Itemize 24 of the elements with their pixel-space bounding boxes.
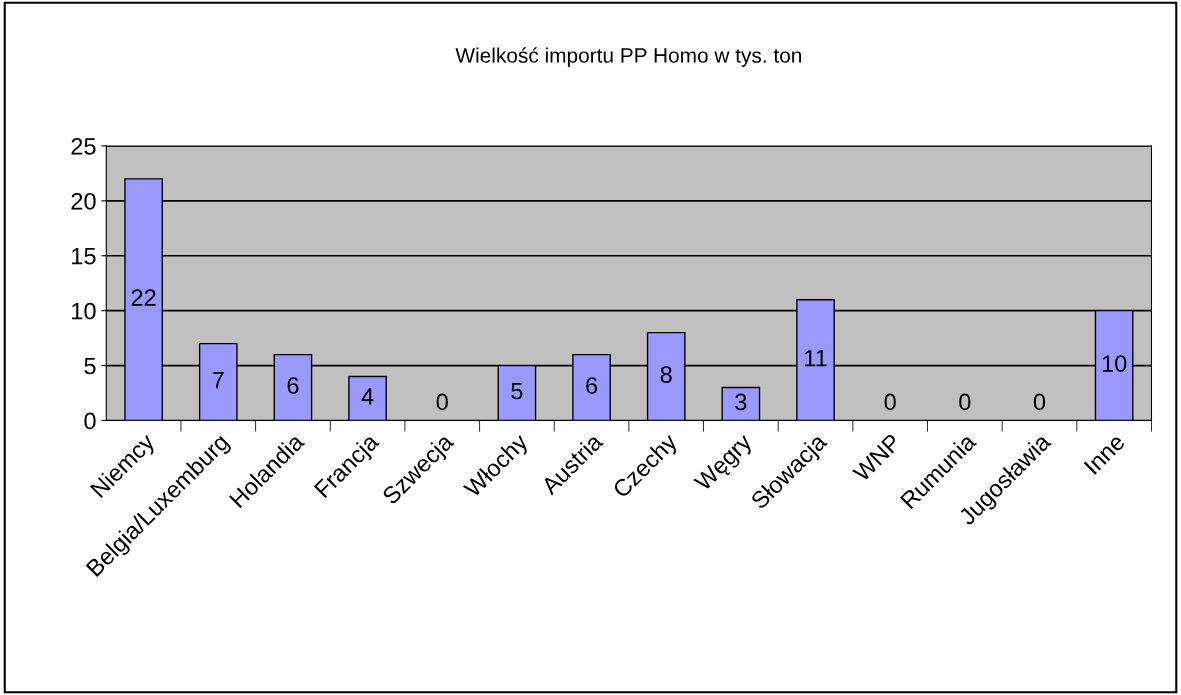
data-label: 4 [361,388,374,405]
chart-title: Wielkość importu PP Homo w tys. ton [455,47,802,67]
y-tick-label: 20 [71,192,96,210]
data-label: 6 [287,377,299,394]
data-label: 22 [131,289,156,306]
x-tick-label: Inne [1083,432,1126,475]
data-label: 6 [586,377,598,394]
data-label: 7 [212,371,224,389]
bar [721,386,761,421]
data-label: 3 [735,393,747,411]
y-tick-label: 10 [72,302,96,320]
data-label: 5 [511,382,523,400]
data-label: 0 [1033,393,1046,411]
data-label: 11 [805,349,827,367]
y-tick-label: 25 [71,138,96,155]
data-label: 0 [959,393,971,411]
data-label: 8 [660,366,672,383]
data-label: 10 [1102,355,1127,372]
y-tick-label: 15 [72,248,96,265]
data-label: 0 [436,393,448,411]
y-tick-label: 0 [84,412,96,430]
data-label: 0 [884,393,896,411]
y-tick-label: 5 [84,357,96,375]
bar [348,375,387,421]
